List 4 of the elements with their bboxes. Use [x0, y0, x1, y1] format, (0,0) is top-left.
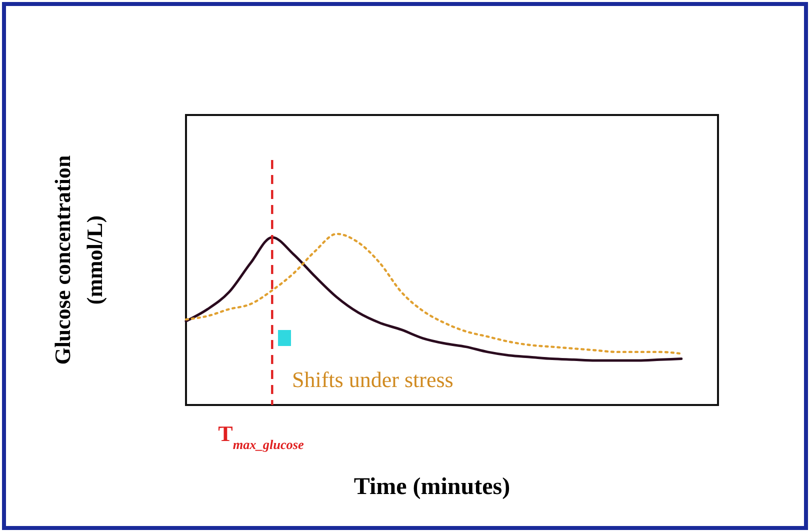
y-axis-title: Glucose concentration (mmol/L): [50, 155, 107, 365]
text: T$_{max_glucose}$: [218, 421, 304, 452]
annotation: Shifts under stress: [292, 367, 454, 392]
x-axis-title: Time (minutes): [354, 474, 510, 500]
